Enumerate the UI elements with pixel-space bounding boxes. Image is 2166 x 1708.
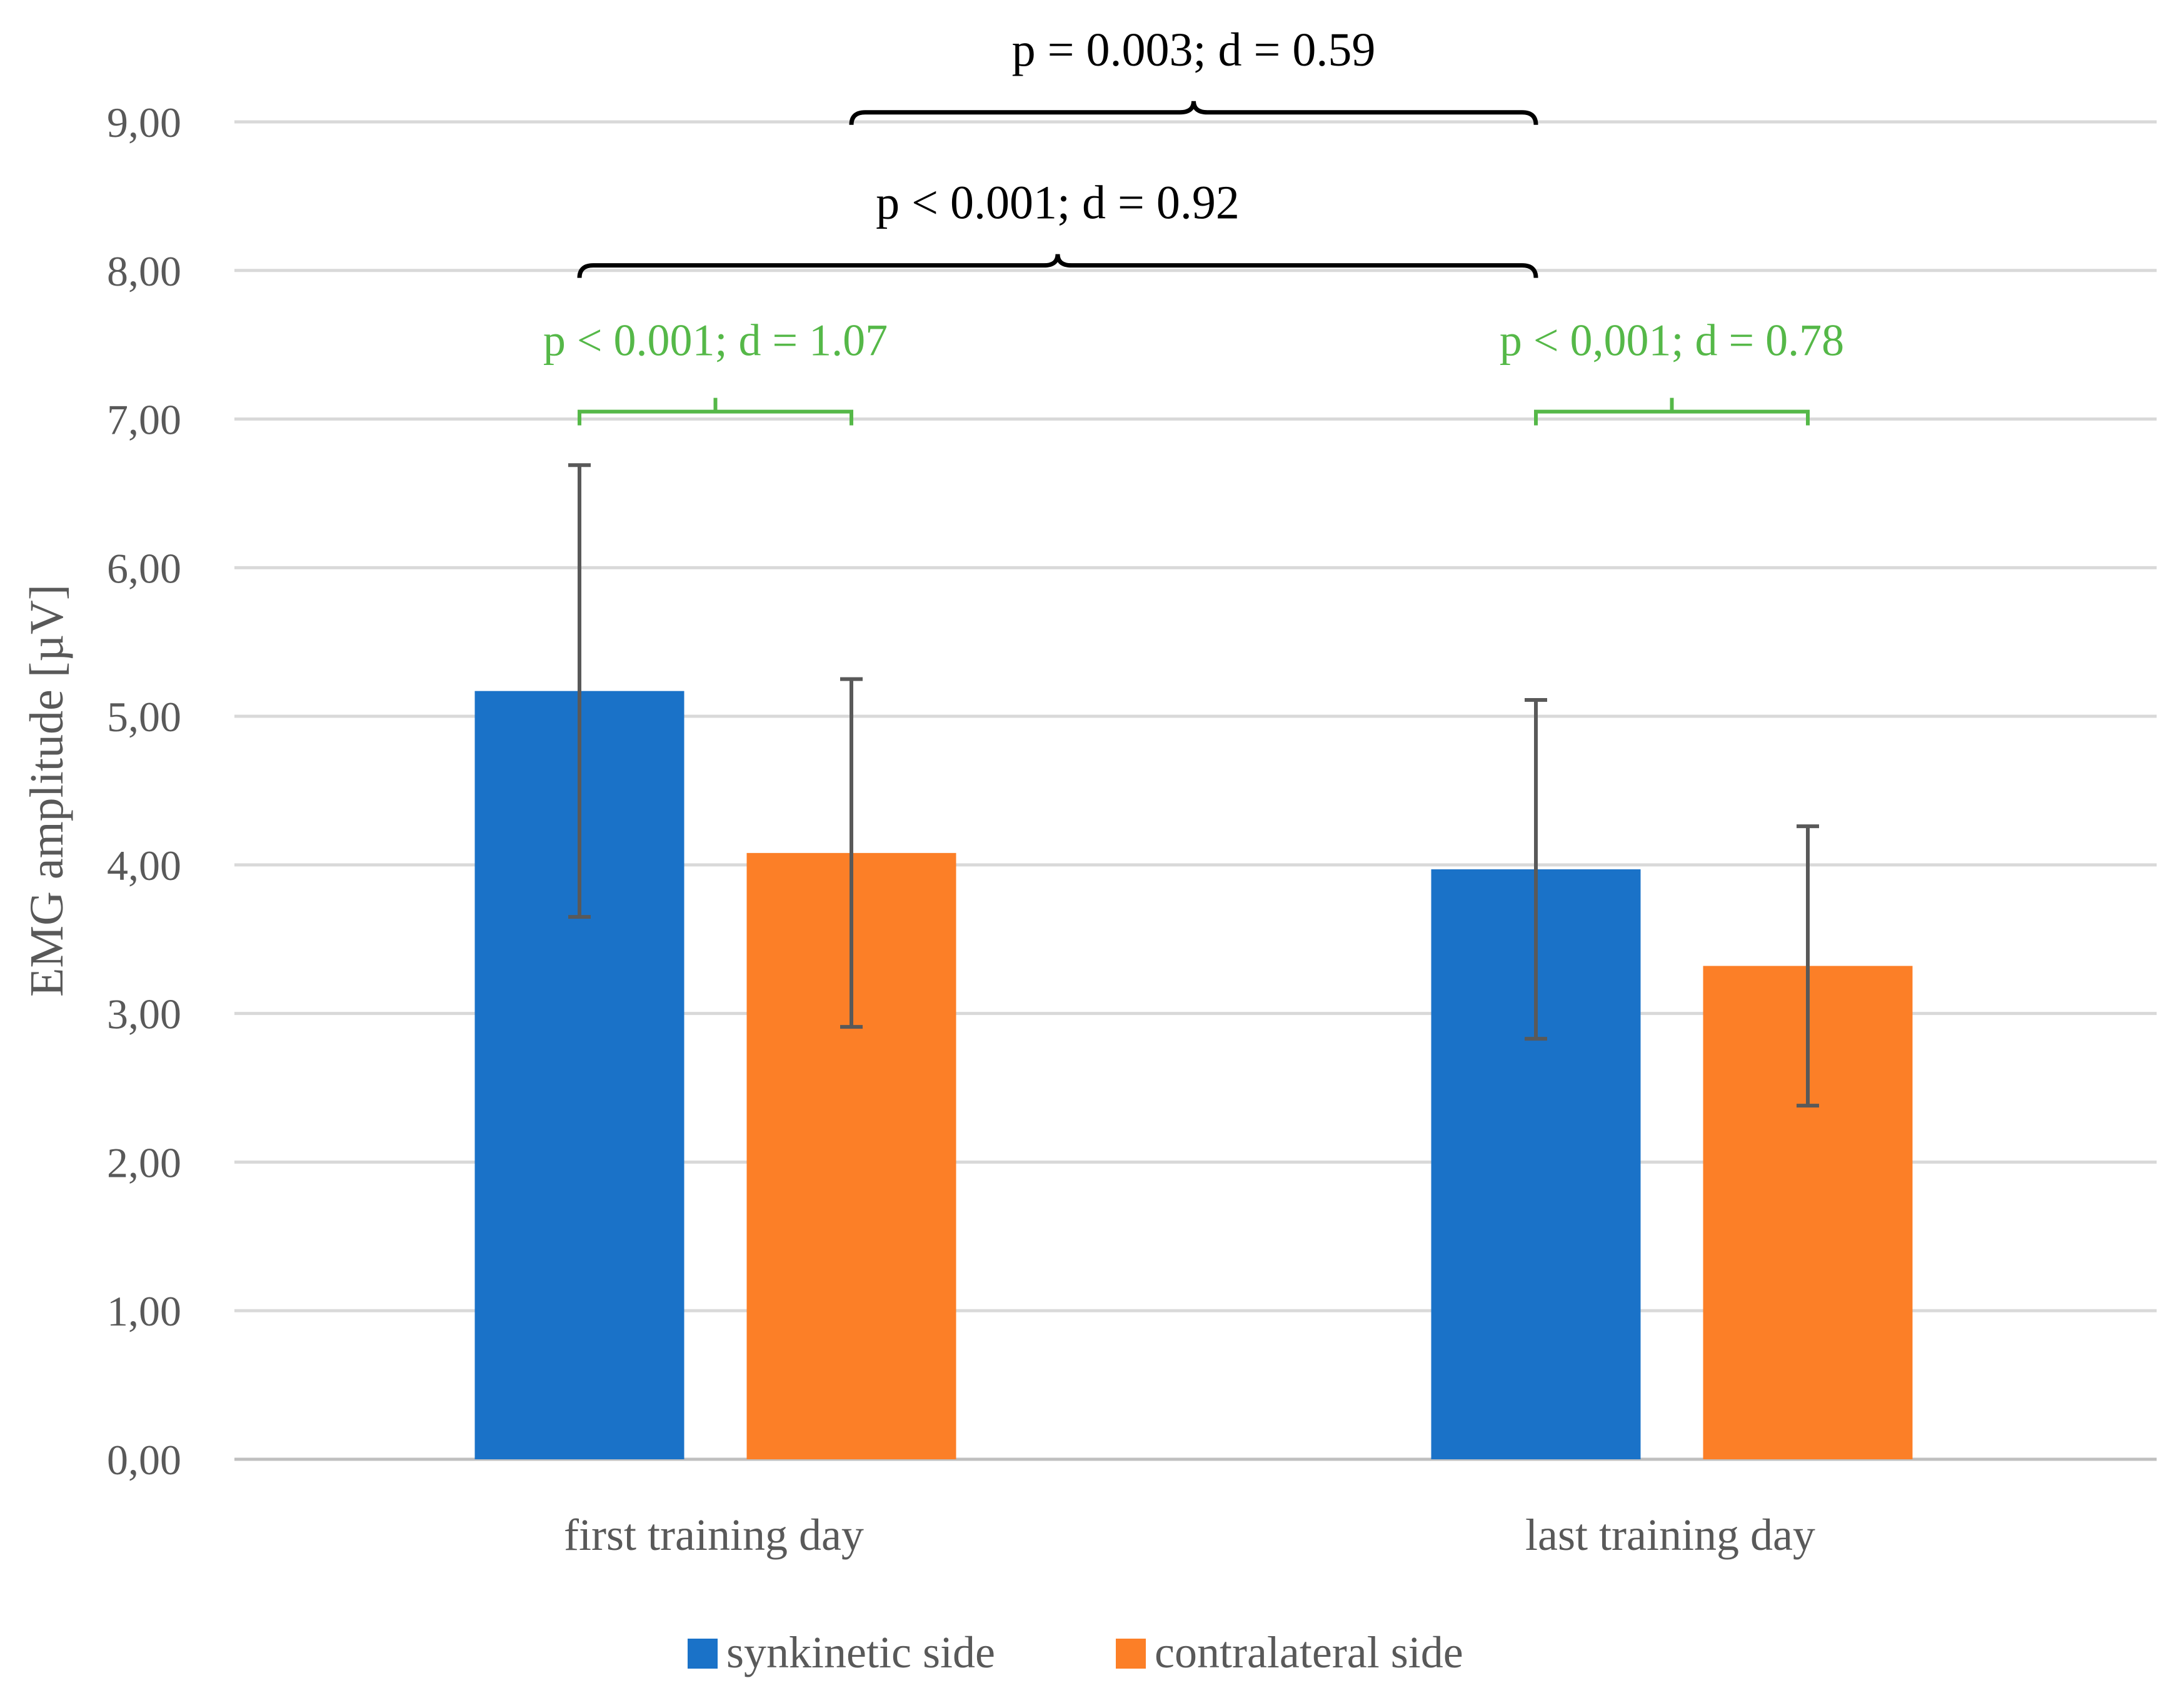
legend-label: synkinetic side (726, 1627, 995, 1677)
legend-label: contralateral side (1155, 1627, 1463, 1677)
y-tick-label: 2,00 (107, 1139, 181, 1186)
x-axis-categories: first training day last training day (564, 1510, 1815, 1560)
bars (474, 691, 1913, 1459)
significance-bracket (1534, 397, 1810, 426)
significance-label: p < 0,001; d = 0.78 (1500, 316, 1844, 366)
legend-swatch (1116, 1639, 1146, 1669)
legend: synkinetic side contralateral side (688, 1627, 1463, 1677)
y-tick-label: 5,00 (107, 693, 181, 741)
y-tick-label: 3,00 (107, 991, 181, 1038)
significance-label: p < 0.001; d = 0.92 (876, 177, 1240, 229)
significance-label: p = 0.003; d = 0.59 (1012, 24, 1376, 76)
y-tick-label: 1,00 (107, 1287, 181, 1335)
y-tick-label: 9,00 (107, 99, 181, 146)
significance-label: p < 0.001; d = 1.07 (543, 316, 888, 366)
error-bars (568, 463, 1819, 1108)
y-tick-label: 7,00 (107, 396, 181, 444)
y-tick-label: 4,00 (107, 842, 181, 889)
x-tick-label: last training day (1525, 1510, 1815, 1560)
y-tick-label: 8,00 (107, 247, 181, 295)
y-axis-ticks: 0,00 1,00 2,00 3,00 4,00 5,00 6,00 7,00 8,00 9,00 (107, 99, 181, 1484)
significance-annotations: p = 0.003; d = 0.59 p < 0.001; d = 0.92 p … (543, 24, 1844, 426)
y-tick-label: 0,00 (107, 1436, 181, 1484)
significance-brace (577, 254, 1538, 278)
y-tick-label: 6,00 (107, 544, 181, 592)
significance-bracket (578, 397, 853, 426)
y-axis-label: EMG amplitude [µV] (21, 584, 73, 997)
significance-brace (849, 101, 1538, 125)
x-tick-label: first training day (564, 1510, 864, 1560)
legend-swatch (688, 1639, 718, 1669)
